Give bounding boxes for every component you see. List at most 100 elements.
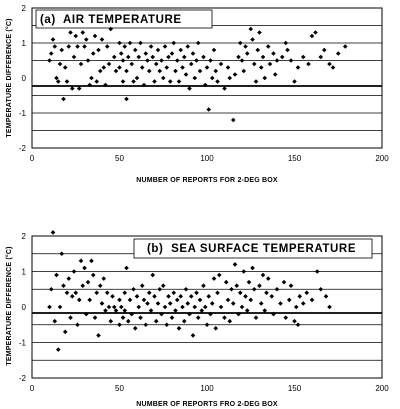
data-point-a (183, 72, 189, 77)
data-point-b (243, 294, 248, 299)
data-point-a (274, 58, 280, 63)
data-point-b (295, 322, 301, 328)
data-point-b (73, 290, 79, 296)
data-point-b (258, 301, 264, 306)
y-tick-label: -1 (19, 339, 27, 348)
data-point-b (104, 290, 110, 296)
data-point-b (209, 301, 215, 306)
data-point-b (264, 290, 269, 296)
data-point-a (153, 61, 159, 67)
data-point-b (187, 311, 192, 317)
data-point-a (66, 44, 72, 49)
data-point-a (313, 30, 318, 35)
data-point-a (131, 79, 136, 84)
data-point-a (204, 65, 210, 70)
data-point-a (136, 54, 142, 60)
data-point-b (162, 304, 168, 310)
data-point-a (148, 44, 154, 49)
data-point-a (178, 47, 184, 53)
data-point-a (54, 75, 59, 81)
data-point-b (250, 265, 255, 271)
data-point-a (335, 51, 341, 56)
data-point-b (183, 286, 189, 292)
data-point-a (208, 58, 213, 63)
data-point-b (57, 304, 63, 310)
data-point-a (206, 107, 212, 112)
data-point-a (173, 68, 178, 74)
data-point-b (253, 315, 259, 320)
data-point-b (222, 315, 227, 320)
data-point-a (99, 37, 105, 42)
data-point-a (169, 51, 175, 56)
data-point-b (139, 283, 145, 288)
data-point-a (104, 44, 110, 49)
data-point-b (62, 329, 68, 335)
data-point-b (113, 308, 119, 313)
data-point-b (59, 251, 65, 257)
data-point-b (164, 322, 170, 328)
data-point-a (271, 51, 276, 56)
y-tick-label: 0 (22, 303, 27, 312)
data-point-b (283, 315, 289, 320)
data-point-a (152, 79, 157, 84)
data-point-b (208, 311, 213, 317)
data-point-a (195, 40, 201, 46)
data-point-a (321, 47, 327, 53)
data-point-b (47, 304, 52, 310)
data-point-b (120, 315, 126, 320)
data-point-b (143, 322, 149, 328)
data-point-a (111, 54, 117, 60)
data-point-b (225, 297, 231, 303)
data-point-a (117, 40, 122, 46)
data-point-b (194, 290, 199, 296)
x-tick-label: 50 (115, 384, 124, 393)
data-point-a (279, 54, 285, 60)
y-tick-label: 1 (22, 268, 27, 277)
data-point-b (92, 315, 98, 320)
data-point-b (181, 318, 187, 324)
data-point-b (96, 333, 101, 338)
data-point-b (292, 318, 297, 324)
data-point-a (164, 65, 170, 70)
x-tick-label: 0 (30, 384, 35, 393)
data-point-a (125, 54, 131, 60)
data-point-a (103, 82, 108, 88)
data-point-a (201, 54, 206, 60)
x-tick-labels-b: 0 50 100 150 200 (30, 384, 389, 393)
data-point-b (66, 276, 72, 281)
data-point-a (48, 51, 54, 56)
data-point-b (101, 276, 107, 281)
x-tick-label: 50 (115, 154, 124, 163)
data-point-a (239, 58, 245, 63)
data-point-a (145, 58, 150, 63)
data-point-a (97, 68, 103, 74)
data-point-b (216, 272, 222, 278)
data-point-b (87, 297, 93, 303)
data-point-a (211, 47, 217, 53)
data-point-a (87, 82, 93, 88)
data-point-a (75, 44, 80, 49)
x-tick-label: 100 (200, 154, 214, 163)
x-tick-label: 0 (30, 154, 35, 163)
data-point-b (190, 333, 196, 338)
data-point-a (50, 37, 56, 42)
data-point-b (75, 322, 80, 328)
data-point-b (69, 294, 75, 299)
data-point-b (230, 301, 236, 306)
data-point-a (166, 54, 171, 60)
data-point-b (155, 301, 161, 306)
data-point-b (260, 272, 266, 278)
data-point-a (185, 44, 191, 49)
data-point-a (113, 68, 119, 74)
data-point-b (211, 276, 217, 281)
data-point-b (129, 311, 135, 317)
data-point-b (55, 347, 61, 352)
data-point-a (225, 65, 231, 70)
data-point-b (125, 318, 131, 324)
data-point-a (101, 65, 107, 70)
data-point-b (215, 290, 220, 296)
data-point-b (202, 304, 208, 310)
data-point-a (146, 68, 152, 74)
data-point-b (136, 304, 142, 310)
y-axis-label-b: TEMPERATURE DIFFERENCE (°C) (5, 246, 13, 365)
